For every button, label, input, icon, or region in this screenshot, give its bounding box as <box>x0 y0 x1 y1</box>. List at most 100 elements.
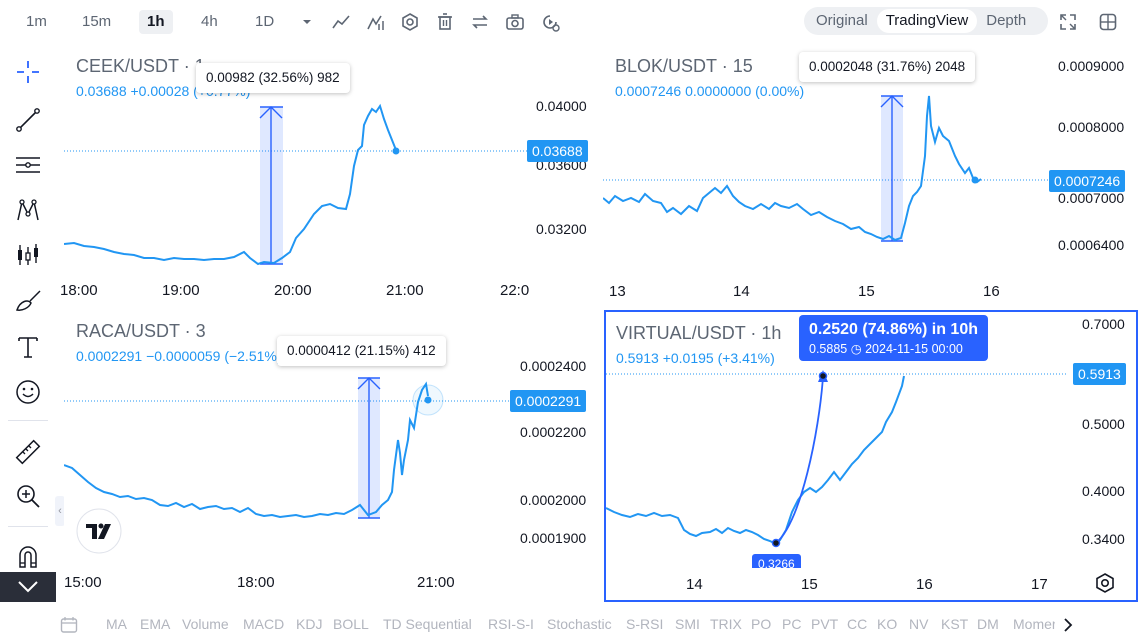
virtual-y-label: 0.4000 <box>1082 483 1125 499</box>
ceek-x-label: 20:00 <box>274 282 312 299</box>
indicator-smi[interactable]: SMI <box>675 616 700 632</box>
ruler-icon[interactable] <box>10 434 46 470</box>
blok-price-tag: 0.0007246 <box>1049 170 1126 192</box>
timeframe-1d[interactable]: 1D <box>255 13 275 30</box>
ceek-price-tag: 0.03688 <box>527 140 588 162</box>
virtual-low-tag: 0.3266 <box>752 554 801 568</box>
indicator-kdj[interactable]: KDJ <box>296 616 323 632</box>
virtual-chart-canvas <box>606 370 1068 548</box>
indicator-volume[interactable]: Volume <box>182 616 229 632</box>
chart-panel-raca[interactable]: RACA/USDT · 3 0.0002291 −0.0000059 (−2.5… <box>64 310 600 602</box>
horizontal-lines-icon[interactable] <box>10 147 46 183</box>
indicator-dm[interactable]: DM <box>977 616 999 632</box>
chevron-down-icon[interactable] <box>294 9 320 35</box>
view-original[interactable]: Original <box>816 12 868 29</box>
virtual-measure-change: 0.2520 (74.86%) in 10h <box>809 321 978 338</box>
indicator-kst[interactable]: KST <box>941 616 969 632</box>
blok-y-label: 0.0007000 <box>1058 190 1125 206</box>
chevron-right-icon[interactable] <box>1061 617 1075 633</box>
blok-y-label: 0.0008000 <box>1058 119 1125 135</box>
settings-icon[interactable] <box>397 9 423 35</box>
emoji-icon[interactable] <box>10 374 46 410</box>
toolbar-divider <box>8 526 48 527</box>
virtual-measure-curve <box>775 376 824 544</box>
timeframe-1h[interactable]: 1h <box>139 10 173 34</box>
chart-panel-blok[interactable]: BLOK/USDT · 15 0.0007246 0.0000000 (0.00… <box>603 46 1143 304</box>
brush-icon[interactable] <box>10 283 46 319</box>
raca-price-line <box>64 381 429 519</box>
blok-price-line <box>603 95 982 242</box>
sidebar-handle[interactable]: ‹ <box>55 496 65 526</box>
ceek-y-label: 0.04000 <box>536 98 587 114</box>
indicator-boll[interactable]: BOLL <box>333 616 369 632</box>
indicator-rsi-s-i[interactable]: RSI-S-I <box>488 616 534 632</box>
magnet-icon[interactable] <box>10 539 46 575</box>
blok-y-label: 0.0006400 <box>1058 237 1125 253</box>
raca-y-label: 0.0002000 <box>520 492 587 508</box>
virtual-measure-details: 0.5885 ◷ 2024-11-15 00:00 <box>809 342 963 356</box>
indicator-td-sequential[interactable]: TD Sequential <box>383 616 472 632</box>
camera-icon[interactable] <box>502 9 528 35</box>
collapse-toolbar-button[interactable] <box>0 572 56 602</box>
indicator-momentum[interactable]: Momer <box>1013 616 1055 632</box>
indicator-trix[interactable]: TRIX <box>710 616 742 632</box>
chart-panel-virtual[interactable]: VIRTUAL/USDT · 1h 0.5913 +0.0195 (+3.41%… <box>604 310 1138 602</box>
indicator-ko[interactable]: KO <box>877 616 898 632</box>
raca-y-label: 0.0002400 <box>520 358 587 374</box>
blok-y-label: 0.0009000 <box>1058 58 1125 74</box>
indicator-pc[interactable]: PC <box>782 616 802 632</box>
indicator-nv[interactable]: NV <box>909 616 929 632</box>
chevron-down-icon <box>18 581 38 593</box>
virtual-symbol: VIRTUAL/USDT · 1h <box>616 323 782 343</box>
indicators-icon[interactable] <box>363 9 389 35</box>
view-depth[interactable]: Depth <box>986 12 1027 29</box>
raca-y-label: 0.0001900 <box>520 530 587 546</box>
raca-price-tag: 0.0002291 <box>510 390 587 412</box>
blok-quote: 0.0007246 0.0000000 (0.00%) <box>615 83 805 99</box>
raca-x-label: 15:00 <box>64 574 102 591</box>
indicator-ma[interactable]: MA <box>106 616 127 632</box>
ceek-x-label: 21:00 <box>386 282 424 299</box>
calendar-icon[interactable] <box>60 616 78 634</box>
text-icon[interactable] <box>10 329 46 365</box>
tradingview-logo-icon <box>76 508 122 554</box>
chart-settings-icon[interactable] <box>1094 572 1116 594</box>
virtual-measure-end-point <box>818 371 828 381</box>
blok-last-point <box>971 176 979 184</box>
indicator-stochastic[interactable]: Stochastic <box>547 616 612 632</box>
virtual-measure-tooltip: 0.2520 (74.86%) in 10h 0.5885 ◷ 2024-11-… <box>799 315 988 361</box>
top-toolbar: 1m 15m 1h 4h 1D Original TradingView Dep… <box>0 0 1146 44</box>
timeframe-1m[interactable]: 1m <box>26 13 47 30</box>
ceek-symbol: CEEK/USDT · 1 <box>76 56 205 76</box>
trend-line-icon[interactable] <box>10 102 46 138</box>
view-tradingview[interactable]: TradingView <box>876 9 978 33</box>
indicator-po[interactable]: PO <box>751 616 772 632</box>
raca-x-label: 18:00 <box>237 574 275 591</box>
pattern-icon[interactable] <box>10 192 46 228</box>
virtual-price-tag: 0.5913 <box>1073 363 1126 385</box>
indicator-cc[interactable]: CC <box>847 616 868 632</box>
timeframe-4h[interactable]: 4h <box>201 13 218 30</box>
indicator-pvt[interactable]: PVT <box>811 616 839 632</box>
delete-icon[interactable] <box>432 9 458 35</box>
line-chart-icon[interactable] <box>328 9 354 35</box>
indicator-ema[interactable]: EMA <box>140 616 171 632</box>
raca-measure-tooltip: 0.0000412 (21.15%) 412 <box>277 336 446 366</box>
zoom-in-icon[interactable] <box>10 478 46 514</box>
swap-icon[interactable] <box>467 9 493 35</box>
chart-panel-ceek[interactable]: CEEK/USDT · 1 0.03688 +0.00028 (+0.77%) … <box>60 46 600 304</box>
candles-icon[interactable] <box>10 237 46 273</box>
indicator-macd[interactable]: MACD <box>243 616 285 632</box>
view-switcher: Original TradingView Depth <box>804 7 1048 35</box>
blok-x-label: 16 <box>983 283 1000 300</box>
indicator-s-rsi[interactable]: S-RSI <box>626 616 664 632</box>
raca-last-point <box>424 396 432 404</box>
virtual-x-label: 16 <box>916 576 933 593</box>
grid-layout-icon[interactable] <box>1095 9 1121 35</box>
crosshair-icon[interactable] <box>10 54 46 90</box>
ceek-last-point <box>392 147 400 155</box>
replay-icon[interactable] <box>537 9 563 35</box>
ceek-measure-tooltip: 0.00982 (32.56%) 982 <box>196 63 350 93</box>
fullscreen-icon[interactable] <box>1055 9 1081 35</box>
timeframe-15m[interactable]: 15m <box>82 13 112 30</box>
